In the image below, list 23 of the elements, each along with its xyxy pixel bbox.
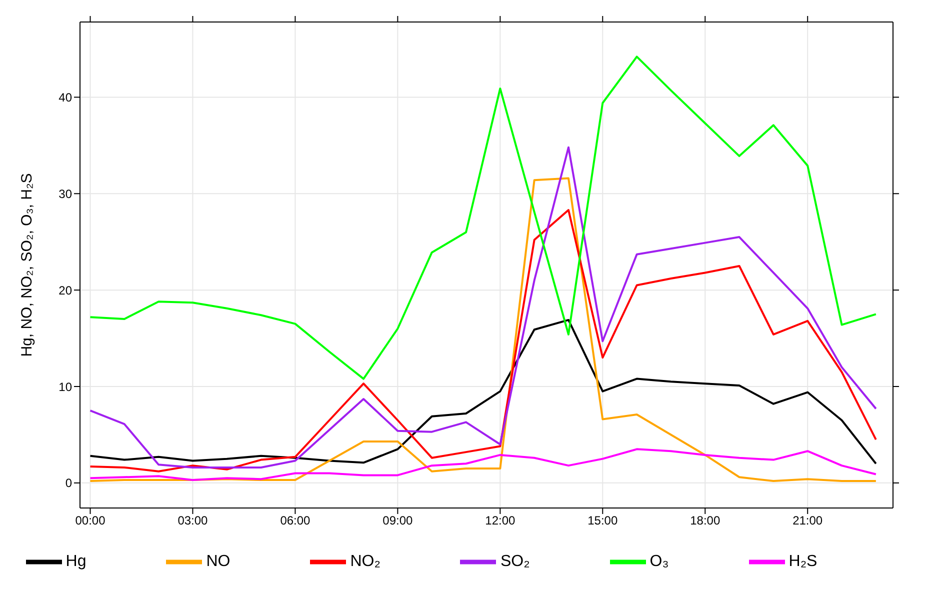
- y-tick-label: 10: [58, 380, 72, 394]
- line-series: [89, 448, 877, 482]
- x-tick-label: 18:00: [690, 514, 720, 528]
- line-series: [89, 318, 877, 465]
- y-tick-label: 40: [58, 90, 72, 104]
- legend-label: SO₂: [500, 553, 530, 570]
- line-series: [89, 56, 877, 380]
- x-tick-label: 21:00: [792, 514, 823, 528]
- x-tick-label: 06:00: [280, 514, 311, 528]
- legend-label: NO: [206, 553, 230, 570]
- y-axis-title: Hg, NO, NO₂, SO₂, O₃, H₂S: [18, 173, 36, 357]
- x-tick-label: 12:00: [485, 514, 516, 528]
- legend-label: NO₂: [350, 553, 380, 570]
- x-tick-label: 09:00: [382, 514, 414, 528]
- legend-label: Hg: [66, 553, 86, 570]
- y-tick-label: 0: [65, 476, 72, 490]
- x-tick-label: 00:00: [75, 514, 106, 528]
- y-tick-label: 20: [58, 283, 72, 298]
- x-tick-label: 03:00: [178, 514, 208, 528]
- y-tick-label: 30: [58, 186, 72, 201]
- legend-label: H₂S: [788, 553, 818, 570]
- legend-label: O₃: [650, 553, 669, 570]
- x-tick-label: 15:00: [588, 514, 618, 528]
